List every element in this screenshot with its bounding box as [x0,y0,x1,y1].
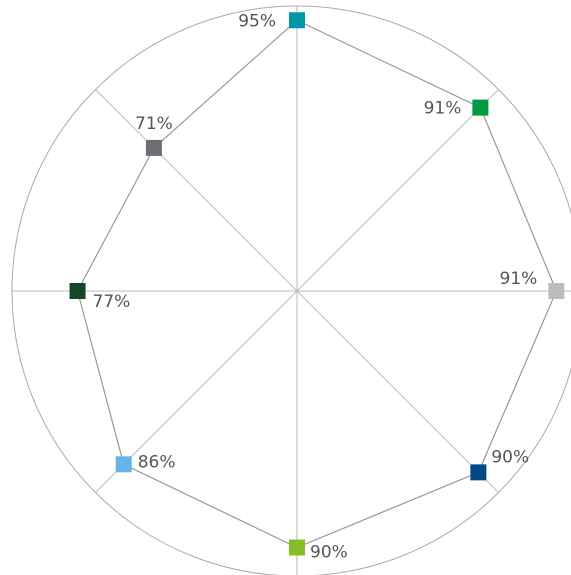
data-point [472,99,489,116]
data-label: 86% [138,452,176,472]
data-label: 77% [93,292,131,312]
spoke [95,89,499,493]
data-point [69,283,86,299]
data-point [548,283,565,299]
data-label: 90% [310,543,348,563]
data-point [289,12,305,29]
data-label: 71% [135,114,173,134]
data-point [289,539,305,556]
data-point [470,464,487,481]
data-point [115,456,132,473]
data-label: 91% [500,269,538,289]
data-label: 91% [424,99,462,119]
data-label: 95% [238,11,276,31]
data-label: 90% [491,447,529,467]
data-point [145,139,162,156]
